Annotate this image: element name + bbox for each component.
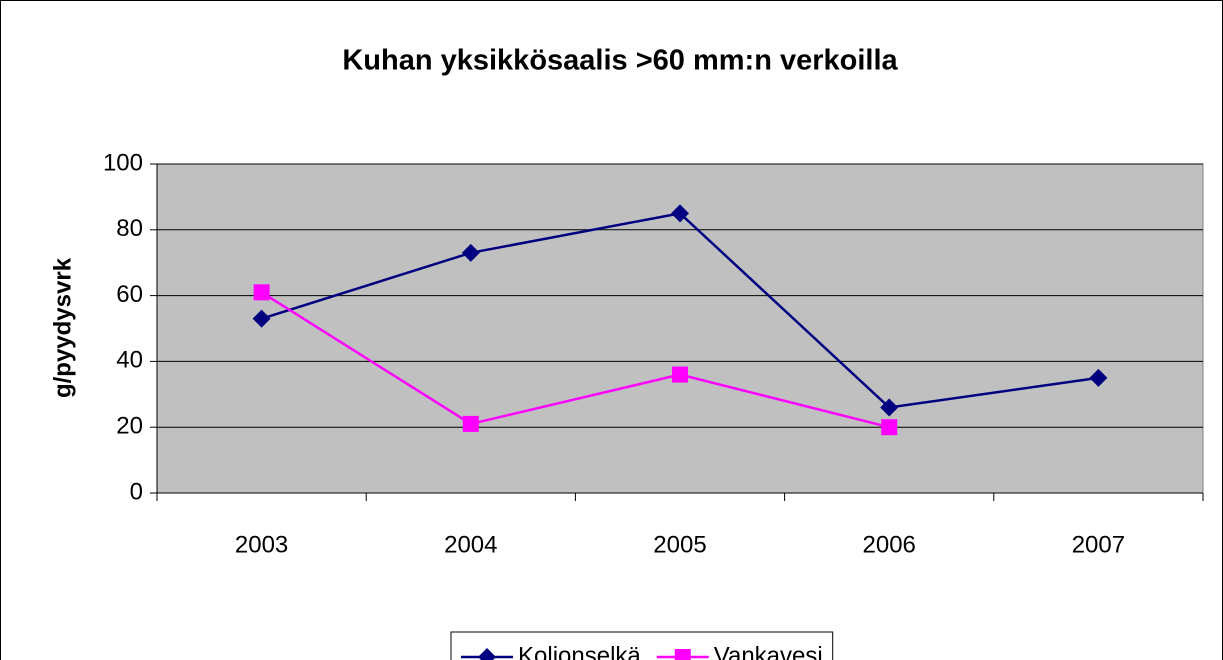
marker — [880, 398, 899, 417]
y-tick-label: 80 — [116, 215, 143, 242]
x-tick-label: 2007 — [1072, 531, 1125, 558]
y-tick-label: 0 — [130, 478, 143, 505]
x-tick-label: 2006 — [863, 531, 916, 558]
x-tick-label: 2004 — [444, 531, 497, 558]
y-tick-label: 60 — [116, 281, 143, 308]
y-axis-label: g/pyydysvrk — [49, 257, 76, 398]
legend: Koljonselkä Vankavesi — [450, 631, 834, 660]
y-tick-label: 20 — [116, 413, 143, 440]
marker — [1089, 368, 1108, 387]
marker — [881, 419, 898, 436]
marker — [252, 309, 271, 328]
legend-box — [450, 631, 834, 660]
series-line — [260, 291, 890, 429]
x-tick-label: 2003 — [235, 531, 288, 558]
chart-title: Kuhan yksikkösaalis >60 mm:n verkoilla — [342, 45, 898, 77]
y-tick-label: 100 — [103, 149, 143, 176]
marker — [478, 648, 496, 660]
marker — [462, 415, 479, 432]
marker — [672, 366, 688, 383]
x-tick-label: 2005 — [653, 531, 706, 558]
y-tick-label: 40 — [116, 347, 143, 374]
marker — [461, 243, 480, 262]
marker — [253, 284, 270, 301]
marker — [674, 649, 691, 660]
legend-label: Koljonselkä — [518, 642, 641, 660]
marker — [671, 204, 689, 223]
legend-label: Vankavesi — [714, 642, 823, 660]
